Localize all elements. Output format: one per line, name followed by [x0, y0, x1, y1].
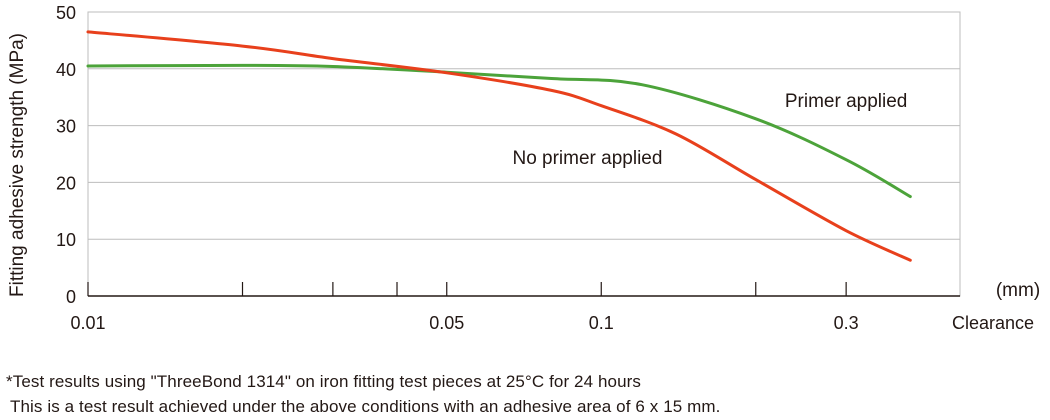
- y-tick-label-0: 0: [66, 287, 76, 307]
- x-tick-label-0-1: 0.1: [589, 313, 614, 333]
- x-axis-label: Clearance: [952, 313, 1034, 333]
- series-line-primer-applied: [86, 63, 912, 199]
- annotation-no-primer-applied: No primer applied: [512, 148, 662, 169]
- grid-lines: [88, 68, 960, 240]
- series-lines: [86, 30, 912, 262]
- y-tick-label-30: 30: [56, 117, 76, 137]
- chart: 0 10 20 30 40 50 0.01 0.05 0.1 0.3 (mm) Clearance Fi…: [7, 3, 1040, 333]
- y-tick-label-20: 20: [56, 173, 76, 193]
- x-tick-label-0-3: 0.3: [834, 313, 859, 333]
- y-tick-label-50: 50: [56, 3, 76, 23]
- labels: 0 10 20 30 40 50 0.01 0.05 0.1 0.3 (mm) Clearance Fi…: [7, 3, 1040, 333]
- annotation-primer-applied: Primer applied: [785, 91, 908, 112]
- y-axis-label: Fitting adhesive strength (MPa): [7, 33, 28, 297]
- footnote-adhesive-area: This is a test result achieved under the…: [10, 397, 721, 416]
- footnote-test-conditions: *Test results using "ThreeBond 1314" on …: [6, 372, 641, 391]
- series-line-no-primer-applied: [86, 30, 912, 262]
- x-tick-label-0-05: 0.05: [429, 313, 464, 333]
- x-tick-label-0-01: 0.01: [70, 313, 105, 333]
- y-tick-label-40: 40: [56, 60, 76, 80]
- axes: [87, 282, 960, 297]
- y-tick-label-10: 10: [56, 230, 76, 250]
- x-unit-label: (mm): [996, 280, 1040, 301]
